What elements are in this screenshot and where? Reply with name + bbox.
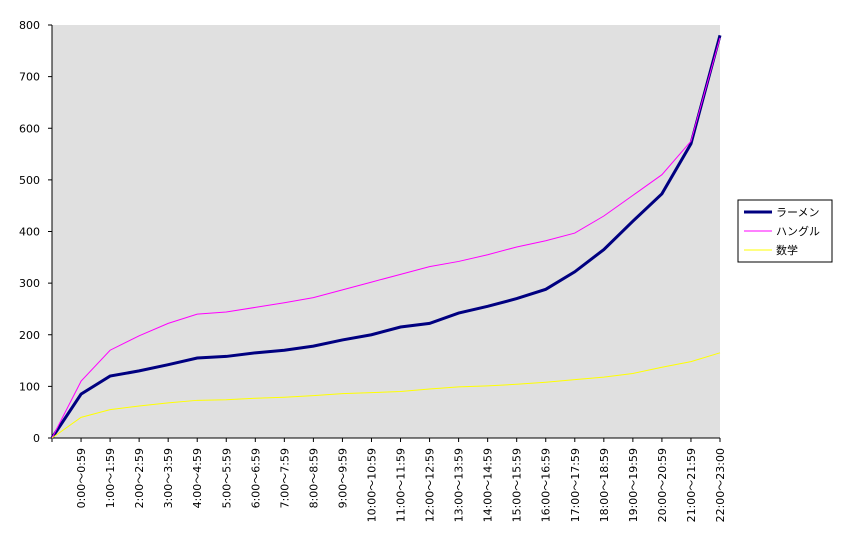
x-tick-label: 21:00～21:59 <box>685 448 698 522</box>
x-tick-label: 14:00～14:59 <box>482 448 495 522</box>
legend-label: ラーメン <box>776 206 820 219</box>
y-tick-label: 300 <box>19 277 40 290</box>
legend-label: 数学 <box>776 243 798 257</box>
x-tick-label: 15:00～15:59 <box>511 448 524 522</box>
x-tick-label: 3:00～3:59 <box>162 448 175 508</box>
y-tick-label: 500 <box>19 174 40 187</box>
legend-label: ハングル <box>776 224 820 238</box>
x-tick-label: 2:00～2:59 <box>133 448 146 508</box>
x-tick-label: 20:00～20:59 <box>656 448 669 522</box>
x-tick-label: 4:00～4:59 <box>191 448 204 508</box>
y-tick-label: 700 <box>19 71 40 84</box>
x-tick-label: 7:00～7:59 <box>278 448 291 508</box>
x-tick-label: 9:00～9:59 <box>336 448 349 508</box>
x-tick-label: 16:00～16:59 <box>540 448 553 522</box>
y-tick-label: 0 <box>33 432 40 445</box>
x-tick-label: 10:00～10:59 <box>365 448 378 522</box>
x-tick-label: 11:00～11:59 <box>395 448 408 522</box>
x-tick-label: 22:00～23:00 <box>714 448 727 522</box>
x-tick-label: 0:00～0:59 <box>75 448 88 508</box>
x-tick-label: 19:00～19:59 <box>627 448 640 522</box>
y-tick-label: 400 <box>19 226 40 239</box>
x-tick-label: 1:00～1:59 <box>104 448 117 508</box>
series-line <box>50 34 722 439</box>
x-tick-label: 8:00～8:59 <box>307 448 320 508</box>
y-tick-label: 100 <box>19 380 40 393</box>
x-tick-label: 18:00～18:59 <box>598 448 611 522</box>
y-tick-label: 200 <box>19 329 40 342</box>
plot-area <box>52 25 720 438</box>
series-line <box>51 37 721 439</box>
y-tick-label: 600 <box>19 122 40 135</box>
series-line <box>51 352 721 439</box>
x-tick-label: 12:00～12:59 <box>424 448 437 522</box>
x-tick-label: 17:00～17:59 <box>569 448 582 522</box>
x-tick-label: 5:00～5:59 <box>220 448 233 508</box>
x-tick-label: 13:00～13:59 <box>453 448 466 522</box>
y-tick-label: 800 <box>19 19 40 32</box>
x-tick-label: 6:00～6:59 <box>249 448 262 508</box>
